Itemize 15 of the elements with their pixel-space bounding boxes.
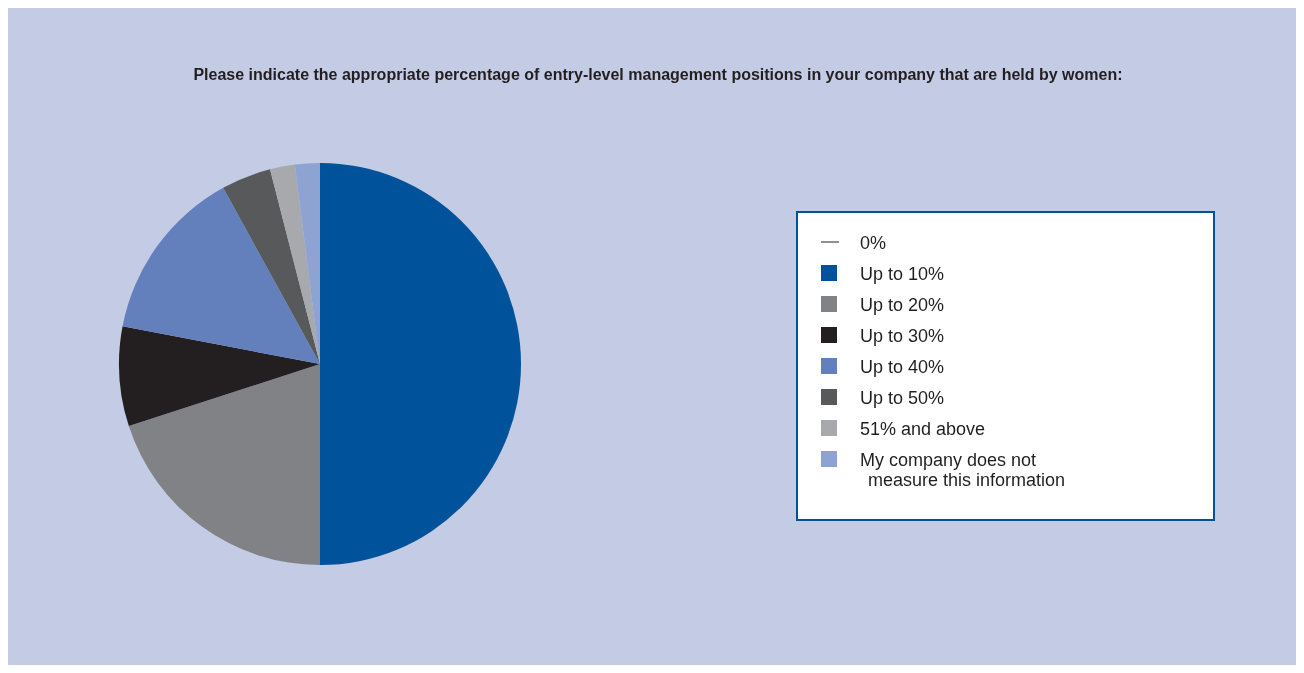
pie-slice xyxy=(122,187,320,364)
legend-label: My company does not measure this information xyxy=(860,450,1066,490)
pie-slice xyxy=(119,326,320,427)
pie-slice xyxy=(128,364,320,565)
legend-label: Up to 30% xyxy=(860,326,945,346)
legend-label: Up to 40% xyxy=(860,357,945,377)
pie-slice xyxy=(320,163,521,565)
legend-label: Up to 50% xyxy=(860,388,945,408)
pie-slice xyxy=(270,164,320,364)
legend-label: Up to 20% xyxy=(860,295,945,315)
legend-label: 51% and above xyxy=(860,419,986,439)
legend-label: 0% xyxy=(860,233,887,253)
legend-label: Up to 10% xyxy=(860,264,945,284)
pie-slice xyxy=(223,169,320,364)
chart-title: Please indicate the appropriate percentage of entry-level management positions in your company that are held by women: xyxy=(193,66,1123,83)
